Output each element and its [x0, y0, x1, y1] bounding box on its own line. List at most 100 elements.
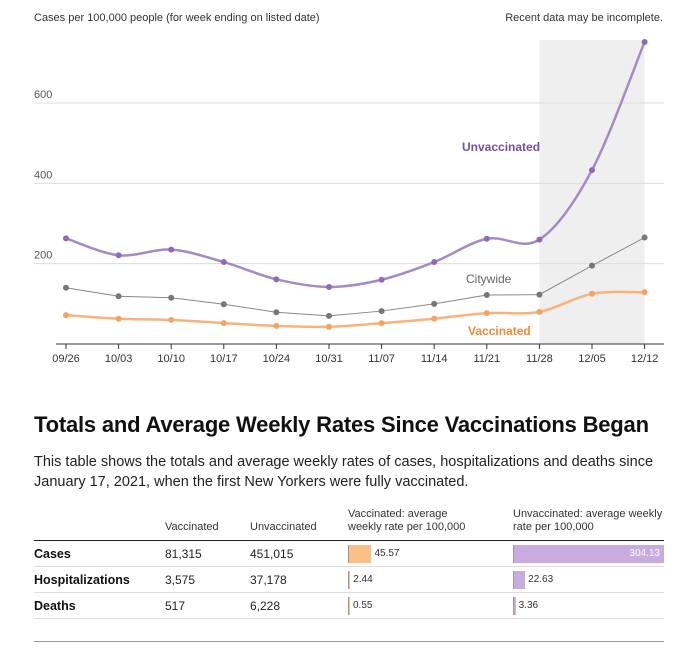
unvaccinated-point — [483, 235, 490, 242]
citywide-point — [641, 234, 648, 241]
vaccinated-rate-cell: 0.55 — [348, 592, 513, 619]
x-tick-label: 11/14 — [421, 353, 448, 365]
vaccinated-rate-bar-track: 0.55 — [348, 596, 513, 615]
table-row: Hospitalizations 3,575 37,178 2.44 22.63 — [34, 566, 664, 593]
unvaccinated-point — [273, 276, 280, 283]
citywide-point — [326, 312, 332, 319]
vaccinated-point — [273, 322, 280, 329]
unvaccinated-rate-bar — [514, 544, 664, 563]
x-tick-label: 11/07 — [368, 353, 395, 365]
unvaccinated-point — [115, 252, 122, 259]
unvaccinated-rate-bar-track: 22.63 — [513, 570, 664, 589]
unvaccinated-rate-value: 22.63 — [528, 573, 554, 585]
section-title: Totals and Average Weekly Rates Since Va… — [34, 412, 649, 437]
unvaccinated-rate-bar — [514, 596, 516, 615]
citywide-point — [168, 294, 175, 301]
unvaccinated-rate-bar-track: 304.13 — [513, 544, 664, 563]
y-tick-label: 400 — [34, 169, 52, 181]
unvaccinated-rate-value: 3.36 — [518, 599, 539, 611]
citywide-point — [220, 301, 227, 308]
header-vaccinated: Vaccinated — [165, 508, 250, 541]
vaccinated-point — [589, 290, 595, 297]
x-tick-label: 10/31 — [315, 353, 343, 365]
vaccinated-rate-bar-track: 45.57 — [348, 544, 513, 563]
x-tick-label: 09/26 — [52, 353, 80, 365]
unvaccinated-rate-bar-track: 3.36 — [513, 596, 664, 615]
header-label-blank — [34, 508, 165, 541]
unvaccinated-point — [431, 259, 438, 266]
citywide-series-label: Citywide — [466, 272, 512, 286]
citywide-point — [63, 284, 69, 291]
section-description: This table shows the totals and average … — [34, 454, 654, 490]
unvaccinated-point — [378, 276, 385, 283]
header-unvaccinated-rate: Unvaccinated: average weekly rate per 10… — [513, 508, 664, 541]
unvaccinated-point — [220, 259, 227, 266]
unvaccinated-point — [63, 235, 69, 242]
vaccinated-total: 517 — [165, 592, 250, 619]
x-tick-label: 11/28 — [526, 353, 553, 365]
vaccinated-rate-cell: 45.57 — [348, 540, 513, 567]
x-tick-label: 12/12 — [631, 353, 659, 365]
vaccinated-point — [536, 308, 543, 315]
vaccinated-point — [220, 320, 227, 327]
vaccinated-rate-bar — [349, 544, 372, 563]
x-tick-label: 12/05 — [578, 353, 606, 365]
x-tick-label: 10/10 — [157, 353, 185, 365]
vaccinated-rate-bar — [349, 570, 351, 589]
citywide-point — [431, 300, 438, 307]
table-row: Deaths 517 6,228 0.55 3.36 — [34, 592, 664, 619]
citywide-point — [483, 291, 490, 298]
vaccinated-total: 3,575 — [165, 566, 250, 593]
unvaccinated-total: 37,178 — [250, 566, 348, 593]
bottom-divider — [34, 641, 664, 642]
vaccinated-point — [378, 320, 385, 327]
unvaccinated-rate-bar — [514, 570, 526, 589]
vaccinated-rate-bar — [349, 596, 350, 615]
x-tick-label: 10/03 — [105, 353, 133, 365]
header-unvaccinated: Unvaccinated — [250, 508, 348, 541]
vaccinated-point — [115, 315, 122, 322]
vaccinated-point — [168, 316, 175, 323]
citywide-point — [536, 291, 543, 298]
vaccinated-point — [641, 289, 648, 296]
unvaccinated-rate-cell: 22.63 — [513, 566, 664, 593]
vaccinated-series-label: Vaccinated — [468, 324, 531, 338]
citywide-line — [65, 237, 645, 317]
unvaccinated-point — [641, 38, 648, 45]
row-label: Hospitalizations — [34, 566, 165, 593]
unvaccinated-point — [589, 167, 595, 174]
unvaccinated-rate-value: 304.13 — [629, 547, 660, 559]
vaccinated-rate-value: 45.57 — [374, 547, 400, 559]
vaccinated-point — [63, 312, 69, 319]
x-tick-label: 10/17 — [210, 353, 238, 365]
citywide-point — [589, 262, 595, 269]
vaccinated-point — [483, 310, 490, 317]
unvaccinated-rate-cell: 3.36 — [513, 592, 664, 619]
unvaccinated-total: 6,228 — [250, 592, 348, 619]
unvaccinated-point — [536, 236, 543, 243]
vaccinated-point — [326, 323, 332, 330]
x-tick-label: 11/21 — [473, 353, 500, 365]
y-tick-label: 200 — [34, 250, 52, 262]
header-vaccinated-rate: Vaccinated: average weekly rate per 100,… — [348, 508, 513, 541]
cases-line-chart: 200 400 600 09/26 10/03 10/10 10/17 10/24 10/31 1… — [34, 38, 664, 365]
table-header-row: Vaccinated Unvaccinated Vaccinated: aver… — [34, 508, 664, 541]
vaccinated-point — [431, 315, 438, 322]
chart-subtitle: Cases per 100,000 people (for week endin… — [34, 12, 320, 24]
y-tick-label: 600 — [34, 89, 52, 101]
vaccinated-rate-bar-track: 2.44 — [348, 570, 513, 589]
totals-table: Vaccinated Unvaccinated Vaccinated: aver… — [34, 508, 664, 619]
unvaccinated-series-label: Unvaccinated — [462, 140, 540, 154]
unvaccinated-rate-cell: 304.13 — [513, 540, 664, 567]
citywide-point — [273, 309, 280, 316]
vaccinated-rate-cell: 2.44 — [348, 566, 513, 593]
vaccinated-rate-value: 0.55 — [353, 599, 373, 611]
citywide-point — [115, 293, 122, 300]
vaccinated-total: 81,315 — [165, 540, 250, 567]
row-label: Cases — [34, 540, 165, 567]
row-label: Deaths — [34, 592, 165, 619]
incomplete-data-note: Recent data may be incomplete. — [505, 12, 663, 24]
unvaccinated-point — [326, 283, 332, 290]
table-row: Cases 81,315 451,015 45.57 304.13 — [34, 540, 664, 567]
unvaccinated-point — [168, 246, 175, 253]
